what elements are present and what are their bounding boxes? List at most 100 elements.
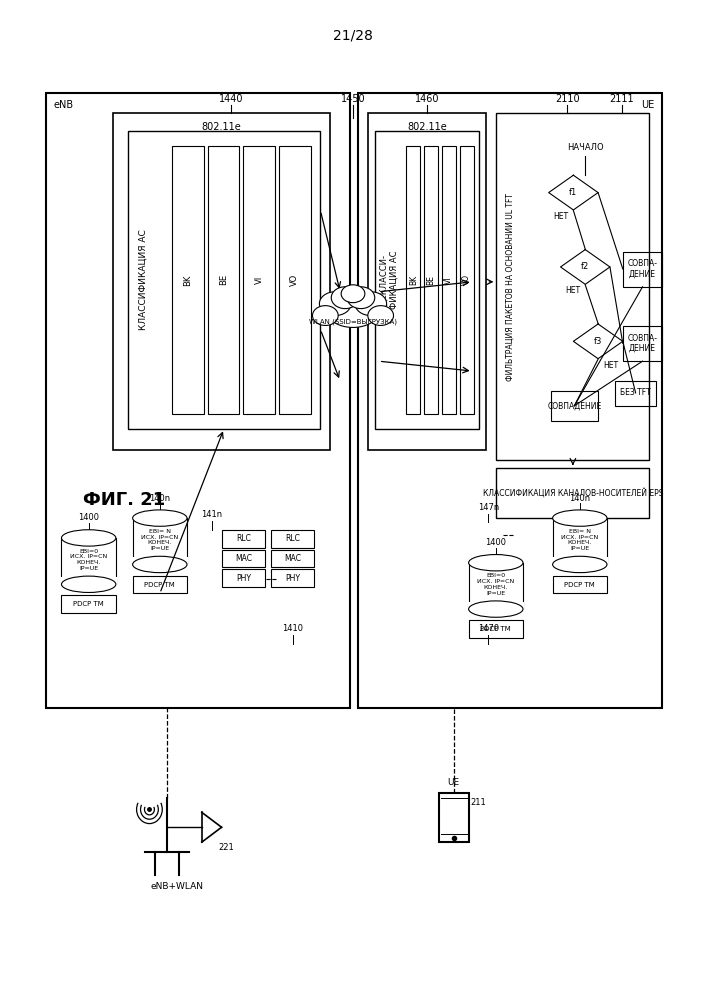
Text: 1440: 1440 — [219, 94, 244, 104]
Text: UE: UE — [448, 778, 460, 787]
Text: 211: 211 — [471, 798, 486, 807]
Text: PDCP ТМ: PDCP ТМ — [74, 601, 104, 607]
Bar — [271, 569, 315, 587]
Bar — [407, 146, 420, 414]
Text: ФИЛЬТРАЦИЯ ПАКЕТОВ НА ОСНОВАНИИ UL TFT: ФИЛЬТРАЦИЯ ПАКЕТОВ НА ОСНОВАНИИ UL TFT — [506, 193, 515, 381]
Text: НАЧАЛО: НАЧАЛО — [567, 143, 604, 152]
Text: f2: f2 — [581, 262, 590, 271]
Bar — [368, 113, 486, 450]
Text: PDCP ТМ: PDCP ТМ — [564, 582, 595, 588]
Text: НЕТ: НЕТ — [554, 212, 568, 221]
Text: 141n: 141n — [201, 510, 222, 519]
Bar — [173, 146, 204, 414]
Bar — [271, 550, 315, 567]
Bar — [221, 530, 265, 548]
Text: EBI= N
ИСХ. IP=CN
КОНЕЧ.
IP=UE: EBI= N ИСХ. IP=CN КОНЕЧ. IP=UE — [141, 529, 178, 551]
Bar — [62, 595, 116, 613]
Text: 221: 221 — [218, 843, 235, 852]
Ellipse shape — [355, 292, 387, 316]
Text: 140n: 140n — [149, 494, 170, 503]
Text: 1400: 1400 — [485, 538, 506, 547]
Ellipse shape — [62, 530, 116, 546]
Bar — [551, 391, 598, 421]
Bar — [271, 530, 315, 548]
Text: VO: VO — [462, 274, 471, 285]
Text: VO: VO — [290, 274, 299, 286]
Bar — [496, 113, 650, 460]
Text: 1450: 1450 — [341, 94, 366, 104]
Bar — [460, 146, 474, 414]
Ellipse shape — [553, 510, 607, 526]
Bar — [279, 146, 310, 414]
Bar — [243, 146, 275, 414]
Text: НЕТ: НЕТ — [603, 361, 618, 370]
Text: BE: BE — [426, 275, 436, 285]
Text: EBI=0
ИСХ. IP=CN
КОНЕЧ.
IP=UE: EBI=0 ИСХ. IP=CN КОНЕЧ. IP=UE — [477, 573, 515, 596]
Bar — [132, 557, 188, 566]
Bar — [623, 326, 662, 361]
Text: 1410: 1410 — [282, 624, 303, 633]
Bar — [469, 620, 523, 638]
Text: PDCP ТМ: PDCP ТМ — [481, 626, 511, 632]
Text: 147n: 147n — [478, 503, 499, 512]
Text: f3: f3 — [594, 337, 602, 346]
Text: СОВПАДЕНИЕ: СОВПАДЕНИЕ — [547, 401, 602, 410]
Text: ДЕКЛАССИ-
ФИКАЦИЯ АС: ДЕКЛАССИ- ФИКАЦИЯ АС — [379, 251, 398, 309]
Bar — [358, 93, 662, 708]
Text: RLC: RLC — [236, 534, 251, 543]
Ellipse shape — [320, 292, 351, 316]
Text: КЛАССИФИКАЦИЯ АС: КЛАССИФИКАЦИЯ АС — [139, 229, 148, 330]
Text: БЕЗ ТFT: БЕЗ ТFT — [620, 388, 651, 397]
Bar — [128, 131, 320, 429]
Text: PDCP ТМ: PDCP ТМ — [144, 582, 175, 588]
Text: НЕТ: НЕТ — [565, 286, 580, 295]
Bar — [424, 146, 438, 414]
Text: UE: UE — [641, 100, 655, 110]
Bar — [375, 131, 479, 429]
Text: MAC: MAC — [284, 554, 301, 563]
Bar — [221, 569, 265, 587]
Text: BK: BK — [184, 274, 192, 286]
Text: BK: BK — [409, 275, 418, 285]
Text: СОВПА-
ДЕНИЕ: СОВПА- ДЕНИЕ — [628, 259, 658, 279]
Text: VI: VI — [255, 276, 264, 284]
Bar — [62, 538, 116, 584]
Text: MAC: MAC — [235, 554, 252, 563]
Text: PHY: PHY — [285, 574, 300, 583]
Ellipse shape — [133, 510, 187, 526]
Text: 2111: 2111 — [609, 94, 634, 104]
Text: 1470: 1470 — [478, 624, 499, 633]
Text: 1400: 1400 — [78, 513, 99, 522]
Bar — [496, 468, 650, 518]
Ellipse shape — [341, 285, 365, 303]
Bar — [208, 146, 240, 414]
Bar — [623, 252, 662, 287]
Ellipse shape — [312, 306, 338, 325]
Ellipse shape — [332, 287, 359, 309]
Text: 2110: 2110 — [555, 94, 580, 104]
Text: EBI=0
ИСХ. IP=CN
КОНЕЧ.
IP=UE: EBI=0 ИСХ. IP=CN КОНЕЧ. IP=UE — [70, 549, 107, 571]
Text: BE: BE — [219, 274, 228, 285]
Text: VI: VI — [445, 276, 453, 284]
Text: PHY: PHY — [236, 574, 251, 583]
Bar — [439, 793, 469, 842]
Ellipse shape — [327, 296, 379, 327]
Bar — [615, 381, 656, 406]
Text: eNB: eNB — [54, 100, 74, 110]
Text: ФИГ. 21: ФИГ. 21 — [83, 491, 165, 509]
Bar — [133, 576, 187, 593]
Bar — [113, 113, 330, 450]
Bar — [221, 550, 265, 567]
Text: f1: f1 — [569, 188, 578, 197]
Text: WLAN (SSID=ВЫГРУЗКА): WLAN (SSID=ВЫГРУЗКА) — [309, 318, 397, 325]
Bar — [61, 577, 117, 586]
Bar — [551, 557, 608, 566]
Text: 21/28: 21/28 — [333, 29, 373, 43]
Text: КЛАССИФИКАЦИЯ КАНАЛОВ-НОСИТЕЛЕЙ EPS: КЛАССИФИКАЦИЯ КАНАЛОВ-НОСИТЕЛЕЙ EPS — [483, 488, 663, 498]
Bar — [553, 576, 607, 593]
Bar — [46, 93, 350, 708]
Bar — [469, 563, 523, 609]
Bar — [442, 146, 456, 414]
Bar — [133, 518, 187, 564]
Text: 802.11e: 802.11e — [201, 122, 242, 132]
